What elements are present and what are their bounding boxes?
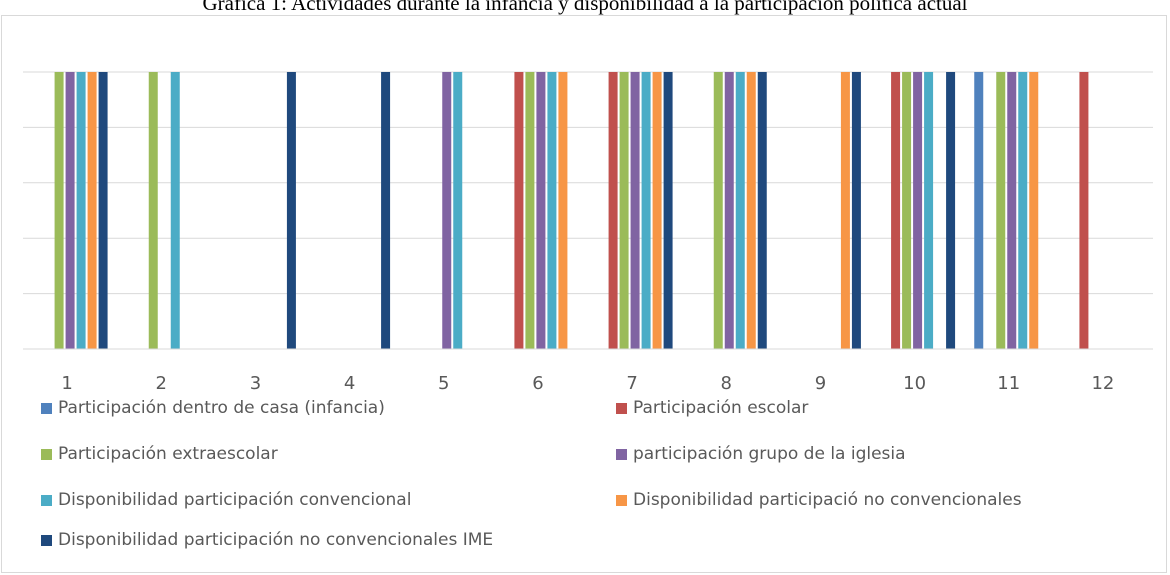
bar	[735, 72, 745, 349]
bar	[170, 72, 180, 349]
legend-swatch	[41, 534, 52, 546]
legend-item: Disponibilidad participación convenciona…	[41, 490, 411, 510]
bar	[453, 72, 463, 349]
legend-item: Participación escolar	[616, 398, 808, 418]
legend-label: Disponibilidad participación no convenci…	[58, 530, 494, 550]
legend-swatch	[41, 402, 52, 414]
bar	[608, 72, 618, 349]
legend-item: Participación extraescolar	[41, 444, 278, 464]
legend-swatch	[41, 448, 52, 460]
chart-title: Gráfica 1: Actividades durante la infanc…	[202, 0, 968, 15]
bar	[558, 72, 568, 349]
bar	[663, 72, 673, 349]
x-tick-label: 1	[61, 373, 72, 394]
x-tick-label: 11	[997, 373, 1020, 394]
bar	[996, 72, 1006, 349]
x-tick-label: 6	[532, 373, 543, 394]
bar	[547, 72, 557, 349]
bar	[1079, 72, 1089, 349]
bar	[641, 72, 651, 349]
bar	[757, 72, 767, 349]
legend-item: participación grupo de la iglesia	[616, 444, 906, 464]
bar	[913, 72, 923, 349]
bar	[148, 72, 158, 349]
bar	[652, 72, 662, 349]
legend-swatch	[616, 448, 627, 460]
bar	[891, 72, 901, 349]
bar	[974, 72, 984, 349]
x-tick-label: 5	[438, 373, 449, 394]
x-tick-label: 9	[815, 373, 826, 394]
bar	[381, 72, 391, 349]
bar	[76, 72, 86, 349]
legend-label: Disponibilidad participació no convencio…	[633, 490, 1022, 510]
legend-swatch	[616, 402, 627, 414]
bar	[286, 72, 296, 349]
bar	[946, 72, 956, 349]
legend-swatch	[616, 494, 627, 506]
bar	[724, 72, 734, 349]
bar	[54, 72, 64, 349]
x-tick-label: 2	[156, 373, 167, 394]
legend-item: Disponibilidad participación no convenci…	[41, 530, 493, 550]
bar	[65, 72, 75, 349]
bar	[713, 72, 723, 349]
bar	[746, 72, 756, 349]
legend-label: Disponibilidad participación convenciona…	[58, 490, 412, 510]
legend-label: participación grupo de la iglesia	[633, 444, 906, 464]
x-tick-label: 12	[1091, 373, 1114, 394]
legend-label: Participación extraescolar	[58, 444, 278, 464]
bar	[924, 72, 934, 349]
x-tick-label: 3	[250, 373, 261, 394]
x-tick-label: 8	[721, 373, 732, 394]
legend-item: Disponibilidad participació no convencio…	[616, 490, 1022, 510]
bar	[536, 72, 546, 349]
bar	[1029, 72, 1039, 349]
bar	[98, 72, 108, 349]
bar	[525, 72, 535, 349]
bar	[630, 72, 640, 349]
bar	[851, 72, 861, 349]
bar	[1018, 72, 1028, 349]
x-tick-label: 10	[903, 373, 926, 394]
chart-area	[1, 15, 1167, 573]
legend-label: Participación escolar	[633, 398, 809, 418]
bar	[840, 72, 850, 349]
bar	[902, 72, 912, 349]
legend-item: Participación dentro de casa (infancia)	[41, 398, 385, 418]
bar	[619, 72, 629, 349]
bar	[442, 72, 452, 349]
bar	[514, 72, 524, 349]
x-tick-label: 7	[626, 373, 637, 394]
bar	[87, 72, 97, 349]
bar	[1007, 72, 1017, 349]
x-tick-label: 4	[344, 373, 355, 394]
legend-swatch	[41, 494, 52, 506]
legend-label: Participación dentro de casa (infancia)	[58, 398, 385, 418]
